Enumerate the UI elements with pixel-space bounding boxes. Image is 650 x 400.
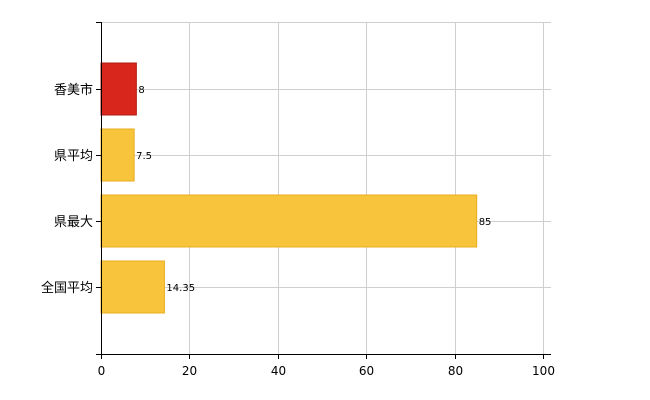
- category-label: 県最大: [54, 215, 93, 230]
- category-label: 香美市: [54, 82, 93, 98]
- bar-1: [100, 62, 137, 116]
- data-label: 14.35: [166, 283, 195, 294]
- category-label: 全国平均: [41, 280, 93, 296]
- x-tick-label: 80: [448, 364, 463, 378]
- data-label: 7.5: [136, 151, 152, 162]
- x-tick-label: 40: [271, 364, 286, 378]
- bars: [100, 62, 478, 314]
- x-tick-label: 20: [182, 364, 197, 378]
- x-tick-label: 100: [532, 364, 555, 378]
- x-tick-label: 0: [98, 364, 106, 378]
- bar-2: [100, 128, 135, 182]
- x-tick-label: 60: [359, 364, 374, 378]
- axes: [96, 22, 551, 359]
- data-label: 85: [479, 217, 492, 228]
- bar-4: [100, 260, 165, 314]
- gridlines: [101, 22, 551, 354]
- category-label: 県平均: [54, 149, 93, 164]
- data-label: 8: [138, 85, 144, 96]
- bar-3: [100, 194, 478, 248]
